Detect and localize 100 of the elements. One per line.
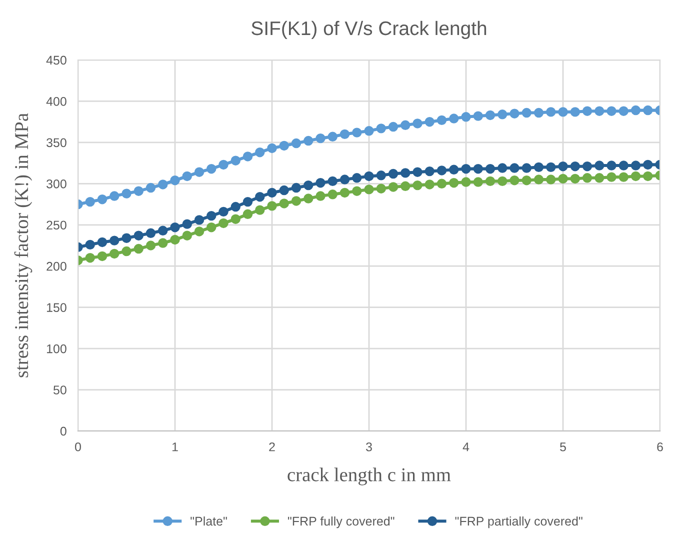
point [170, 176, 180, 186]
point [570, 107, 580, 117]
point [594, 160, 604, 170]
point [510, 108, 520, 118]
point [182, 219, 192, 229]
point [424, 166, 434, 176]
point [291, 196, 302, 206]
point [498, 176, 508, 186]
y-tick-label: 400 [46, 97, 66, 106]
point [194, 226, 204, 236]
point [146, 240, 156, 250]
point [424, 116, 434, 127]
point [328, 132, 338, 142]
point [630, 105, 641, 116]
x-tick-label: 6 [657, 442, 663, 452]
point [110, 236, 120, 246]
chart-title: SIF(K1) of V/s Crack length [252, 20, 486, 40]
y-tick-label: 100 [46, 344, 66, 354]
y-tick-label: 200 [46, 262, 66, 271]
point [618, 106, 628, 116]
x-tick-label: 3 [366, 442, 372, 452]
point [449, 178, 459, 188]
point [618, 172, 628, 182]
point [340, 174, 350, 184]
point [461, 112, 471, 122]
point [255, 192, 265, 202]
legend-label: "FRP fully covered" [288, 516, 394, 528]
point [182, 230, 192, 240]
point [485, 164, 496, 174]
point [316, 178, 326, 188]
point [558, 161, 568, 172]
point [170, 222, 180, 232]
point [594, 106, 604, 116]
point [618, 160, 628, 170]
point [279, 140, 289, 151]
point [146, 182, 156, 193]
point [522, 108, 532, 118]
x-tick-label: 1 [172, 442, 178, 452]
point [473, 111, 483, 121]
point [436, 178, 447, 189]
point [255, 205, 265, 215]
point [352, 128, 362, 138]
point [461, 164, 471, 174]
point [594, 173, 604, 183]
y-axis-title: stress intensity factor (K!) in MPa [14, 113, 32, 378]
point [242, 196, 253, 207]
point [340, 129, 350, 140]
point [534, 108, 544, 118]
point [328, 190, 338, 200]
point [170, 234, 180, 245]
point [412, 180, 422, 190]
x-tick-label: 5 [560, 442, 566, 452]
legend-label: "Plate" [190, 516, 227, 526]
point [267, 201, 277, 211]
y-tick-label: 150 [46, 303, 66, 312]
point [242, 209, 253, 220]
point [461, 177, 471, 187]
point [304, 194, 314, 204]
point [643, 160, 653, 170]
point [582, 161, 592, 172]
point [498, 163, 508, 173]
point [206, 210, 216, 221]
point [376, 124, 386, 134]
point [534, 162, 544, 172]
point [510, 163, 520, 173]
point [97, 251, 108, 262]
point [436, 166, 447, 176]
point [218, 218, 228, 228]
point [606, 172, 616, 182]
point [279, 198, 289, 208]
point [400, 120, 410, 130]
point [230, 202, 240, 212]
point [158, 226, 168, 236]
point [158, 180, 168, 190]
point [558, 107, 568, 117]
point [606, 106, 616, 116]
point [328, 176, 338, 186]
point [522, 163, 532, 173]
point [630, 160, 641, 170]
point [424, 180, 434, 190]
point [400, 168, 410, 178]
point [400, 181, 410, 191]
x-axis-title: crack length c in mm [288, 468, 451, 486]
point [412, 118, 422, 128]
point [230, 214, 240, 224]
point [510, 176, 520, 186]
point [643, 171, 653, 182]
point [218, 160, 228, 170]
point [206, 164, 216, 174]
point [498, 110, 508, 120]
y-tick-label: 450 [46, 56, 66, 65]
point [194, 167, 204, 177]
point [85, 240, 95, 250]
point [110, 248, 120, 259]
y-tick-label: 50 [53, 386, 66, 394]
point [255, 147, 265, 158]
point [364, 184, 374, 194]
point [436, 115, 447, 126]
point [340, 188, 350, 198]
point [85, 253, 95, 263]
